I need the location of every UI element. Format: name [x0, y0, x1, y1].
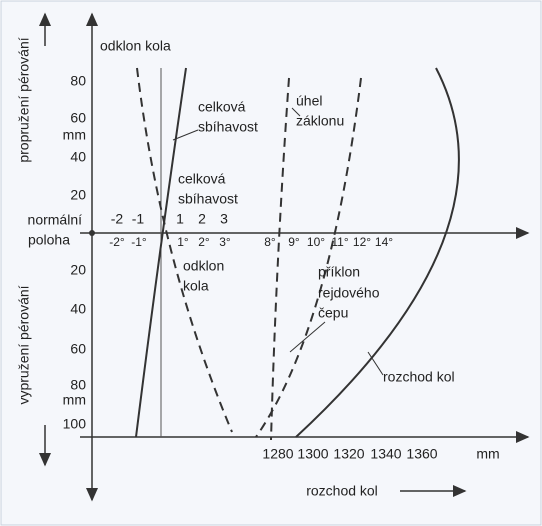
- middle-ticks: -2 -1 1 2 3 -2° -1° 1° 2° 3° 8° 9° 10° 1…: [109, 211, 393, 249]
- toe-curve: [135, 67, 187, 438]
- tick: 80: [70, 377, 86, 393]
- leaders: [172, 107, 384, 376]
- annotation: kola: [183, 278, 209, 294]
- tick: 8°: [264, 235, 276, 249]
- annotation: záklonu: [296, 113, 344, 129]
- tick: 2: [198, 211, 206, 227]
- annotation: rejdového: [318, 285, 380, 301]
- tick: 12°: [353, 235, 371, 249]
- lower-label: vypružení pérování: [16, 285, 32, 404]
- axis-label: rozchod kol: [306, 483, 378, 499]
- annotation: úhel: [296, 93, 322, 109]
- annotations: odklon kola celková sbíhavost celková sb…: [100, 38, 455, 385]
- tick: 1320: [333, 446, 364, 462]
- tick: 2°: [198, 235, 210, 249]
- annotation: příklon: [318, 264, 360, 280]
- annotation: celková: [178, 171, 226, 187]
- tick: 1300: [297, 446, 328, 462]
- tick: -2°: [109, 235, 125, 249]
- tick: 9°: [288, 235, 300, 249]
- tick: mm: [63, 392, 86, 408]
- annotation: rozchod kol: [383, 369, 455, 385]
- tick: 1°: [177, 235, 189, 249]
- tick: 10°: [307, 235, 325, 249]
- annotation: sbíhavost: [198, 119, 258, 135]
- annotation: odklon: [183, 258, 224, 274]
- track-curve: [295, 67, 460, 438]
- origin: [89, 230, 95, 236]
- tick: 1: [176, 211, 184, 227]
- left-ticks: 80 60 mm 40 20 normální poloha 20 40 60 …: [28, 73, 87, 432]
- tick: 14°: [375, 235, 393, 249]
- tick: 1340: [370, 446, 401, 462]
- annotation: sbíhavost: [178, 191, 238, 207]
- bottom-ticks: 1280 1300 1320 1340 1360 mm rozchod kol: [262, 446, 499, 499]
- tick: 3°: [219, 235, 231, 249]
- tick: mm: [63, 127, 86, 143]
- tick: poloha: [28, 232, 70, 248]
- annotation: čepu: [318, 305, 348, 321]
- tick: 1360: [406, 446, 437, 462]
- tick: -1°: [131, 235, 147, 249]
- tick: 40: [70, 149, 86, 165]
- annotation: odklon kola: [100, 38, 171, 54]
- tick: 60: [70, 341, 86, 357]
- annotation: celková: [198, 99, 246, 115]
- upper-label: propružení pérování: [16, 37, 32, 162]
- kingpin-curve: [255, 77, 362, 438]
- tick: 20: [70, 187, 86, 203]
- tick: -1: [132, 211, 145, 227]
- curves: [135, 67, 460, 441]
- tick: 60: [70, 110, 86, 126]
- tick: 3: [220, 211, 228, 227]
- tick: 80: [70, 73, 86, 89]
- tick: -2: [111, 211, 124, 227]
- tick: 100: [63, 416, 87, 432]
- caster-curve: [270, 77, 290, 441]
- tick: mm: [476, 446, 499, 462]
- tick: 11°: [331, 235, 348, 249]
- tick: 40: [70, 301, 86, 317]
- camber-curve: [136, 67, 233, 433]
- tick: 20: [70, 262, 86, 278]
- tick: 1280: [262, 446, 293, 462]
- tick: normální: [28, 212, 83, 228]
